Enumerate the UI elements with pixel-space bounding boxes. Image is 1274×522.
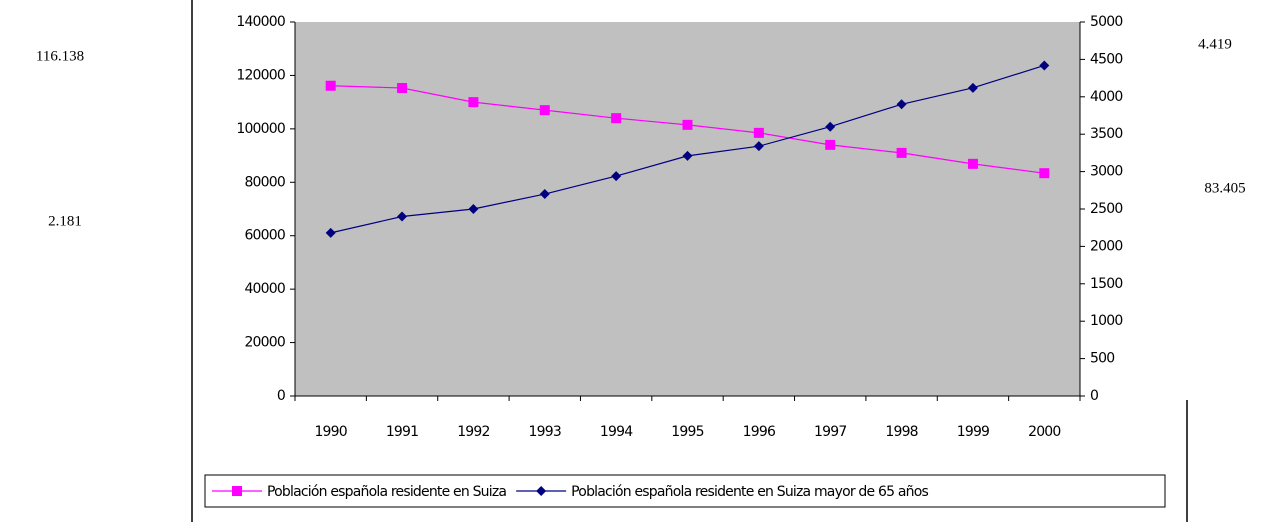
marker [896, 99, 907, 110]
x-tick-label: 1993 [529, 424, 561, 440]
x-tick-label: 1992 [457, 424, 489, 440]
y2-tick-label: 500 [1090, 351, 1114, 367]
y2-tick-label: 4500 [1090, 51, 1122, 67]
y-tick-label: 140000 [236, 14, 285, 30]
marker [753, 127, 764, 138]
marker [1039, 168, 1050, 179]
y-tick-label: 60000 [244, 228, 285, 244]
legend [204, 474, 1166, 508]
marker [1039, 60, 1050, 71]
y-tick-label: 20000 [244, 335, 285, 351]
y-tick-label: 100000 [236, 121, 285, 137]
marker [967, 158, 978, 169]
annotation: 4.419 [1198, 36, 1232, 52]
annotation: 2.181 [48, 213, 82, 229]
marker [967, 82, 978, 93]
marker [611, 113, 622, 124]
x-tick-label: 1990 [314, 424, 346, 440]
plot-area [295, 22, 1080, 396]
marker [682, 119, 693, 130]
y2-tick-label: 1000 [1090, 313, 1122, 329]
marker [397, 82, 408, 93]
y-tick-label: 120000 [236, 67, 285, 83]
marker [753, 141, 764, 152]
marker [825, 139, 836, 150]
y2-tick-label: 3000 [1090, 164, 1122, 180]
marker [611, 171, 622, 182]
y2-tick-label: 1500 [1090, 276, 1122, 292]
marker [539, 189, 550, 200]
marker [825, 121, 836, 132]
y2-tick-label: 4000 [1090, 89, 1122, 105]
marker [325, 227, 336, 238]
y-tick-label: 0 [277, 388, 285, 404]
annotation: 83.405 [1204, 180, 1245, 196]
x-tick-label: 1991 [386, 424, 418, 440]
y2-tick-label: 3500 [1090, 126, 1122, 142]
marker [539, 105, 550, 116]
marker [468, 204, 479, 214]
y2-tick-label: 5000 [1090, 14, 1122, 30]
x-tick-label: 1999 [957, 424, 989, 440]
x-tick-label: 1996 [743, 424, 776, 440]
y2-tick-label: 0 [1090, 388, 1098, 404]
marker [536, 486, 547, 496]
y2-tick-label: 2500 [1090, 201, 1122, 217]
x-tick-label: 1997 [814, 424, 846, 440]
x-tick-label: 1998 [885, 424, 917, 440]
y2-tick-label: 2000 [1090, 238, 1122, 254]
x-tick-label: 1994 [600, 424, 633, 440]
marker [896, 147, 907, 158]
annotation: 116.138 [36, 48, 84, 64]
marker [232, 486, 242, 496]
x-tick-label: 2000 [1028, 424, 1060, 440]
legend-label: Población española residente en Suiza [267, 484, 506, 500]
marker [682, 150, 693, 161]
marker [325, 80, 336, 91]
legend-label: Población española residente en Suiza ma… [571, 484, 928, 500]
x-tick-label: 1995 [671, 424, 703, 440]
y-tick-label: 40000 [244, 281, 285, 297]
marker [468, 97, 479, 108]
marker [397, 211, 408, 222]
y-tick-label: 80000 [244, 174, 285, 190]
